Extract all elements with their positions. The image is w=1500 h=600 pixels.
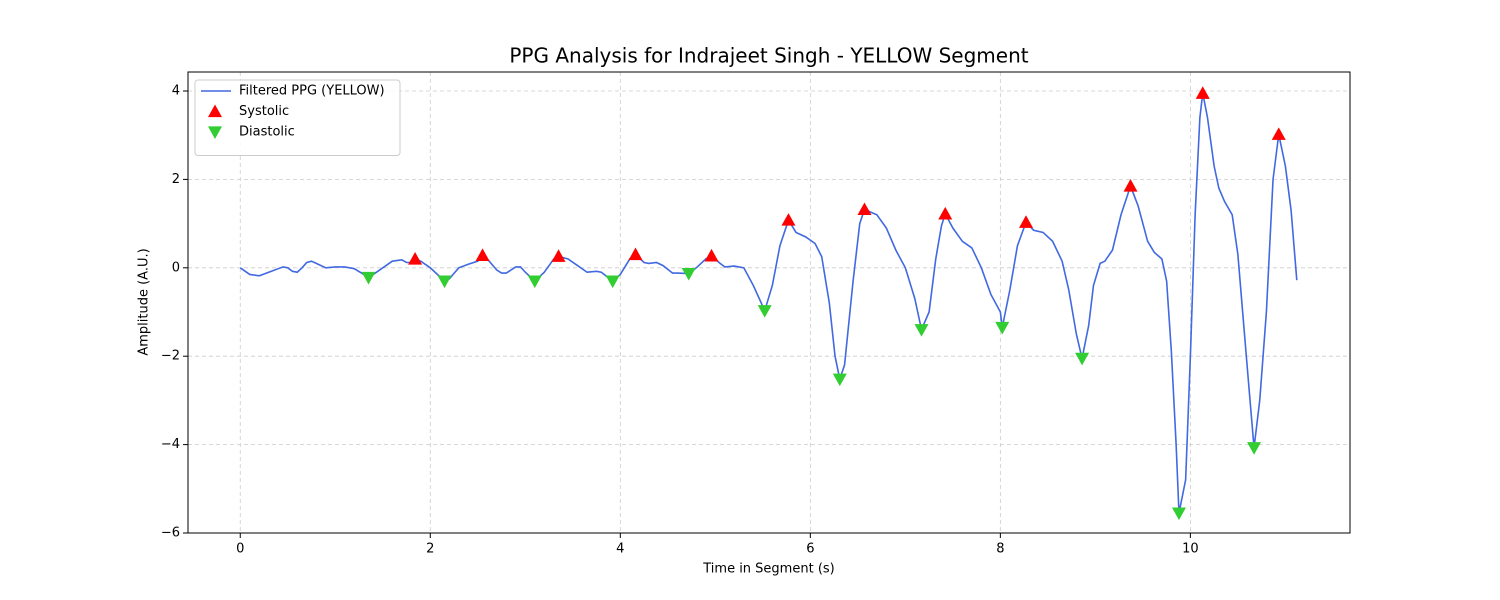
legend-label: Systolic [239, 104, 289, 119]
legend-label: Diastolic [239, 125, 295, 140]
legend-label: Filtered PPG (YELLOW) [239, 84, 385, 99]
scatter-point [437, 275, 452, 289]
scatter-point [361, 271, 376, 285]
scatter-point [551, 249, 566, 262]
scatter-point [704, 248, 719, 262]
legend-swatch [208, 126, 222, 139]
scatter-point [914, 324, 929, 337]
scatter-point [757, 305, 772, 318]
x-tick-label: 0 [236, 542, 244, 557]
y-tick-label: 4 [172, 84, 180, 99]
y-tick-label: 2 [172, 172, 180, 187]
scatter-point [605, 275, 620, 289]
scatter-point [938, 206, 953, 220]
x-tick-label: 2 [426, 542, 434, 557]
scatter-point [857, 202, 872, 216]
scatter-point [628, 247, 643, 261]
scatter-point [527, 275, 542, 289]
scatter-point [1123, 179, 1138, 192]
scatter-point [1271, 127, 1286, 140]
y-tick-label: −6 [161, 526, 180, 541]
y-axis-label: Amplitude (A.U.) [137, 248, 152, 355]
x-tick-label: 8 [996, 542, 1004, 557]
scatter-point [995, 321, 1010, 335]
scatter-point [681, 267, 696, 281]
scatter-point [408, 251, 423, 265]
x-tick-label: 10 [1182, 542, 1199, 557]
scatter-point [1075, 352, 1090, 366]
scatter-point [832, 373, 847, 387]
scatter-point [781, 213, 796, 226]
y-tick-label: 0 [172, 260, 180, 275]
scatter-point [1195, 86, 1210, 99]
x-axis-label: Time in Segment (s) [702, 562, 834, 577]
scatter-point [475, 248, 490, 262]
scatter-point [1019, 215, 1034, 228]
legend-swatch [208, 104, 222, 118]
scatter-point [1247, 442, 1262, 455]
x-tick-label: 6 [806, 542, 814, 557]
scatter-point [1171, 507, 1186, 521]
legend-box [194, 79, 401, 156]
y-tick-label: −2 [161, 349, 180, 364]
plot-frame [187, 71, 1351, 534]
chart-title: PPG Analysis for Indrajeet Singh - YELLO… [509, 44, 1028, 68]
y-tick-label: −4 [161, 437, 180, 452]
x-tick-label: 4 [616, 542, 624, 557]
